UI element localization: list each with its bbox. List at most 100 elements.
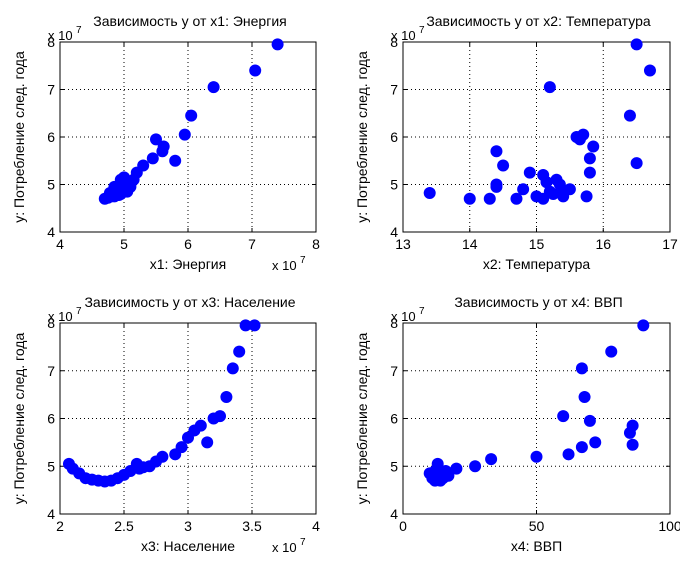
- data-point: [630, 157, 643, 170]
- y-axis-exponent-power: 7: [419, 25, 425, 36]
- y-tick-label: 6: [390, 411, 398, 427]
- data-point: [442, 469, 455, 482]
- x-axis-exponent: x 10: [272, 258, 297, 273]
- data-point: [226, 362, 239, 375]
- data-point: [156, 450, 169, 463]
- data-point: [485, 453, 498, 466]
- x-axis-exponent-power: 7: [300, 537, 306, 548]
- y-axis-exponent: x 10: [391, 309, 416, 324]
- data-point: [114, 188, 127, 200]
- data-point: [157, 140, 170, 153]
- data-point: [271, 38, 284, 51]
- x-tick-label: 3: [184, 518, 192, 534]
- x-tick-label: 0: [399, 518, 407, 534]
- y-tick-label: 4: [47, 506, 55, 522]
- y-axis-exponent-power: 7: [76, 306, 82, 317]
- y-axis-exponent: x 10: [391, 28, 416, 43]
- data-point: [423, 187, 436, 200]
- data-point: [185, 109, 198, 122]
- data-point: [523, 166, 536, 179]
- x-axis-label: x3: Население: [141, 538, 235, 554]
- data-point: [575, 362, 588, 375]
- x-tick-label: 6: [184, 236, 192, 252]
- chart-title: Зависимость y от x1: Энергия: [93, 13, 286, 29]
- data-point: [146, 152, 159, 165]
- y-tick-label: 8: [47, 34, 55, 50]
- x-tick-label: 14: [462, 236, 478, 252]
- y-tick-label: 5: [47, 458, 55, 474]
- data-point: [580, 190, 593, 203]
- data-point: [575, 441, 588, 454]
- y-tick-label: 7: [47, 82, 55, 98]
- y-axis-label: y: Потребление след. года: [354, 51, 370, 223]
- y-tick-label: 4: [390, 506, 398, 522]
- x-tick-label: 4: [56, 236, 64, 252]
- y-tick-label: 7: [47, 363, 55, 379]
- data-point: [517, 183, 530, 196]
- y-tick-label: 6: [390, 129, 398, 145]
- data-point: [530, 450, 543, 463]
- x-axis-label: x4: ВВП: [511, 538, 562, 554]
- data-point: [577, 128, 590, 141]
- chart-title: Зависимость y от x4: ВВП: [454, 294, 622, 310]
- y-tick-label: 5: [390, 177, 398, 193]
- data-point: [249, 64, 262, 77]
- y-tick-label: 6: [47, 411, 55, 427]
- data-point: [469, 460, 482, 473]
- data-point: [626, 419, 639, 432]
- y-tick-label: 5: [390, 458, 398, 474]
- x-tick-label: 3.5: [242, 518, 262, 534]
- x-tick-label: 8: [312, 236, 320, 252]
- y-tick-label: 4: [390, 224, 398, 240]
- x-tick-label: 4: [312, 518, 320, 534]
- chart-title: Зависимость y от x3: Население: [84, 294, 295, 310]
- y-tick-label: 5: [47, 177, 55, 193]
- x-axis-exponent-power: 7: [300, 255, 306, 266]
- x-axis-label: x2: Температура: [483, 256, 591, 272]
- y-tick-label: 7: [390, 82, 398, 98]
- x-tick-label: 50: [529, 518, 545, 534]
- y-tick-label: 8: [390, 315, 398, 331]
- data-point: [623, 109, 636, 122]
- y-axis-exponent-power: 7: [419, 306, 425, 317]
- x-tick-label: 7: [248, 236, 256, 252]
- x-tick-label: 2: [56, 518, 64, 534]
- data-point: [510, 192, 523, 205]
- data-point: [233, 345, 246, 358]
- data-point: [589, 436, 602, 449]
- data-point: [583, 414, 596, 427]
- y-axis-exponent: x 10: [48, 28, 73, 43]
- chart-title: Зависимость y от x2: Температура: [426, 13, 651, 29]
- data-point: [124, 180, 137, 193]
- y-tick-label: 8: [47, 315, 55, 331]
- data-point: [431, 457, 444, 470]
- data-point: [583, 166, 596, 179]
- y-tick-label: 4: [47, 224, 55, 240]
- y-axis-exponent: x 10: [48, 309, 73, 324]
- data-point: [150, 133, 162, 146]
- data-point: [583, 152, 596, 165]
- x-tick-label: 13: [395, 236, 411, 252]
- x-tick-label: 17: [662, 236, 678, 252]
- data-point: [201, 436, 214, 449]
- data-point: [248, 319, 261, 332]
- data-point: [490, 180, 503, 193]
- data-point: [587, 140, 600, 153]
- data-point: [605, 345, 618, 358]
- data-point: [543, 81, 556, 94]
- x-axis-label: x1: Энергия: [150, 256, 226, 272]
- data-point: [450, 462, 463, 475]
- data-point: [169, 154, 182, 167]
- data-point: [239, 319, 252, 332]
- data-point: [490, 145, 503, 158]
- x-tick-label: 5: [120, 236, 128, 252]
- x-tick-label: 2.5: [114, 518, 134, 534]
- data-point: [497, 159, 510, 172]
- x-tick-label: 15: [529, 236, 545, 252]
- data-point: [214, 410, 226, 423]
- data-point: [207, 81, 220, 94]
